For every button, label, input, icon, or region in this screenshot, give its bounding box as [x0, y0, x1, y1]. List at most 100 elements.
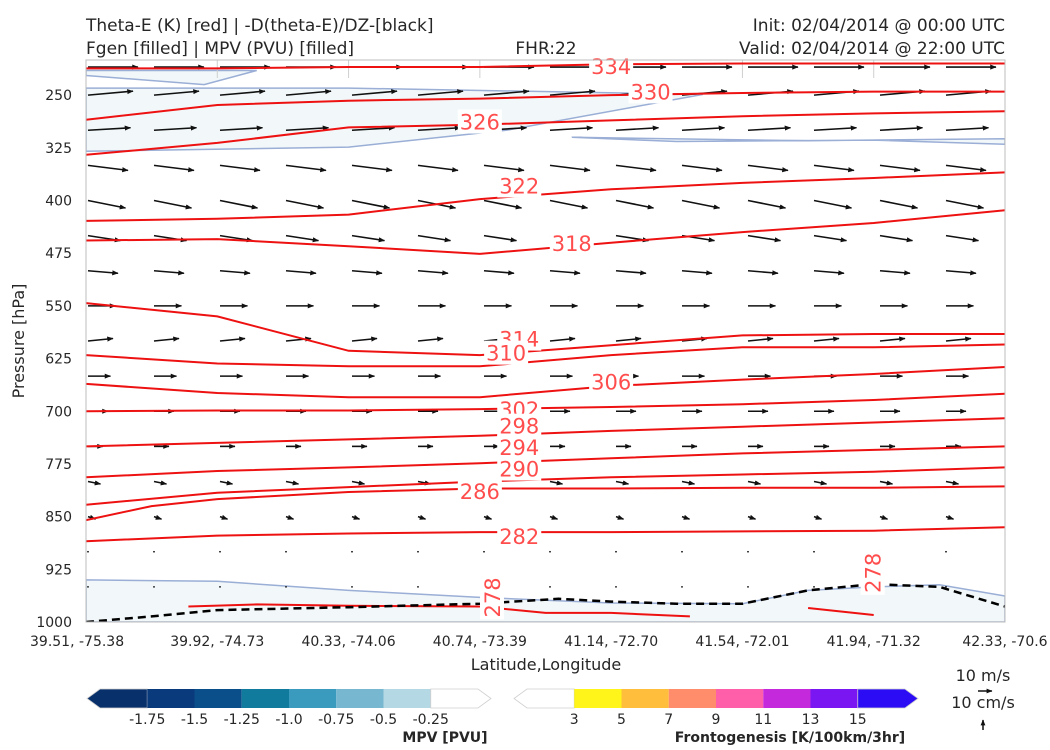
- wind-vector: [681, 199, 721, 210]
- wind-vector: [87, 199, 127, 210]
- contour-label-bg: [497, 434, 542, 459]
- contour-label: 326: [460, 111, 500, 135]
- wind-vector: [549, 199, 589, 210]
- wind-vector: [879, 480, 894, 486]
- wind-vector: [549, 550, 551, 553]
- x-tick-label: 40.74, -73.39: [433, 634, 527, 650]
- colorbar-label: -1.75: [129, 712, 165, 728]
- wind-vector: [879, 269, 911, 276]
- contour-label-bg: [589, 369, 634, 394]
- wind-vector: [87, 585, 89, 588]
- wind-vector: [417, 585, 419, 588]
- wind-vector: [615, 336, 642, 342]
- plot-frame: [85, 59, 1006, 623]
- wind-vector: [87, 480, 102, 486]
- contour-label-bg: [497, 523, 542, 548]
- wind-vector: [351, 336, 378, 342]
- mpv-colorbar-title: MPV [PVU]: [402, 730, 487, 746]
- wind-vector: [1012, 91, 1050, 95]
- wind-vector: [219, 89, 266, 96]
- theta-e-contour-302: [86, 392, 1005, 413]
- wind-vector: [615, 550, 617, 553]
- stability-dashed-contour: [86, 582, 1005, 622]
- mpv-region: [571, 136, 1005, 146]
- contour-label-group: 322: [497, 173, 542, 198]
- wind-vector: [615, 514, 625, 520]
- wind-vector: [483, 89, 530, 96]
- y-tick-label: 700: [45, 404, 72, 420]
- mpv-region: [86, 69, 257, 86]
- theta-e-contour-314: [86, 302, 1005, 357]
- wind-vector: [747, 269, 779, 276]
- wind-vector: [87, 89, 134, 96]
- wind-vector: [351, 514, 361, 520]
- wind-vector: [945, 336, 972, 342]
- contour-label-group: 318: [549, 231, 594, 256]
- wind-vector: [285, 234, 320, 243]
- wind-vector: [285, 89, 332, 96]
- wind-vector: [285, 480, 300, 486]
- wind-vector: [1011, 586, 1013, 588]
- contour-label-group: 298: [497, 413, 542, 439]
- wind-vector: [813, 125, 858, 132]
- wind-vector: [681, 125, 726, 132]
- wind-vector: [879, 164, 921, 173]
- wind-vector: [153, 585, 155, 588]
- wind-vector: [351, 234, 386, 243]
- colorbar-label: 3: [570, 712, 579, 728]
- y-tick-label: 475: [45, 246, 72, 262]
- wind-vector: [483, 514, 493, 520]
- wind-vector: [417, 125, 462, 132]
- wind-vector: [813, 480, 828, 486]
- wind-vector: [813, 199, 853, 210]
- wind-vector: [747, 199, 787, 210]
- contour-label-bg: [457, 109, 502, 134]
- wind-vector: [87, 164, 129, 173]
- wind-vector: [153, 164, 195, 173]
- wind-vector: [813, 585, 815, 588]
- contour-label-bg: [497, 413, 542, 438]
- wind-vector: [945, 514, 955, 520]
- contour-label-bg: [589, 54, 634, 79]
- fgen-colorbar-title: Frontogenesis [K/100km/3hr]: [675, 730, 905, 746]
- y-tick-label: 550: [45, 299, 72, 315]
- title-fhr: FHR:22: [515, 39, 576, 59]
- wind-vector: [219, 336, 246, 342]
- wind-vector: [1012, 482, 1025, 485]
- wind-vector: [87, 336, 114, 342]
- contour-label-bg: [479, 575, 504, 620]
- contour-label-bg: [457, 479, 502, 504]
- wind-vector: [747, 585, 749, 588]
- wind-vector: [549, 336, 576, 342]
- wind-vector: [549, 125, 594, 132]
- wind-vector: [417, 89, 464, 96]
- contour-label-group: 330: [628, 79, 673, 104]
- wind-vector: [549, 269, 581, 276]
- theta-e-contour-282: [86, 526, 1005, 543]
- title-left-2: Fgen [filled] | MPV (PVU) [filled]: [86, 39, 354, 59]
- contour-label-group: 278: [479, 575, 505, 620]
- wind-vector: [549, 514, 559, 520]
- colorbar-swatch: [86, 688, 148, 709]
- wind-vector: [945, 585, 947, 588]
- theta-e-contour-278: [188, 603, 690, 618]
- theta-e-contour-330: [86, 90, 1005, 121]
- x-tick-label: 39.92, -74.73: [170, 634, 264, 650]
- wind-vector: [219, 269, 251, 276]
- wind-vector: [681, 585, 683, 588]
- contour-label-bg: [860, 550, 885, 595]
- wind-vector: [615, 269, 647, 276]
- wind-vector: [87, 550, 89, 553]
- contour-label: 310: [486, 342, 526, 366]
- wind-vector: [813, 164, 855, 173]
- wind-vector: [87, 125, 132, 132]
- colorbar-swatch: [810, 689, 858, 708]
- y-tick-label: 325: [45, 141, 72, 157]
- contour-label: 330: [630, 80, 670, 104]
- y-tick-label: 775: [45, 457, 72, 473]
- wind-vector: [1012, 236, 1045, 241]
- colorbar-label: 15: [849, 712, 867, 728]
- y-tick-label: 1000: [36, 615, 72, 631]
- x-tick-label: 41.14, -72.70: [564, 634, 658, 650]
